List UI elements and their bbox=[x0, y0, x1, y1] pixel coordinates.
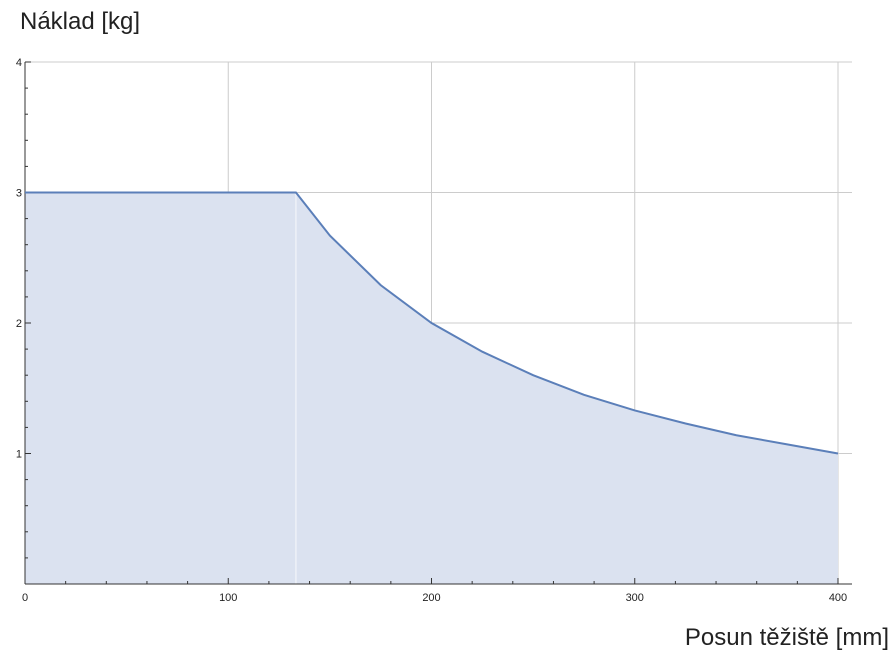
area-region bbox=[25, 192, 838, 584]
ticks: 0 100 200 300 400 1 2 3 4 bbox=[16, 57, 847, 604]
x-tick-label: 300 bbox=[626, 592, 644, 604]
area-fill bbox=[25, 192, 838, 584]
x-tick-label: 0 bbox=[22, 592, 28, 604]
y-tick-label: 1 bbox=[16, 449, 22, 461]
y-tick-label: 4 bbox=[16, 57, 22, 69]
x-tick-label: 400 bbox=[829, 592, 847, 604]
y-tick-label: 2 bbox=[16, 318, 22, 330]
x-tick-label: 200 bbox=[422, 592, 440, 604]
x-tick-label: 100 bbox=[219, 592, 237, 604]
y-tick-label: 3 bbox=[16, 188, 22, 200]
series bbox=[25, 191, 839, 455]
y-axis-label: Náklad [kg] bbox=[20, 8, 141, 35]
series-line bbox=[25, 191, 839, 455]
x-axis-label: Posun těžiště [mm] bbox=[684, 624, 889, 651]
